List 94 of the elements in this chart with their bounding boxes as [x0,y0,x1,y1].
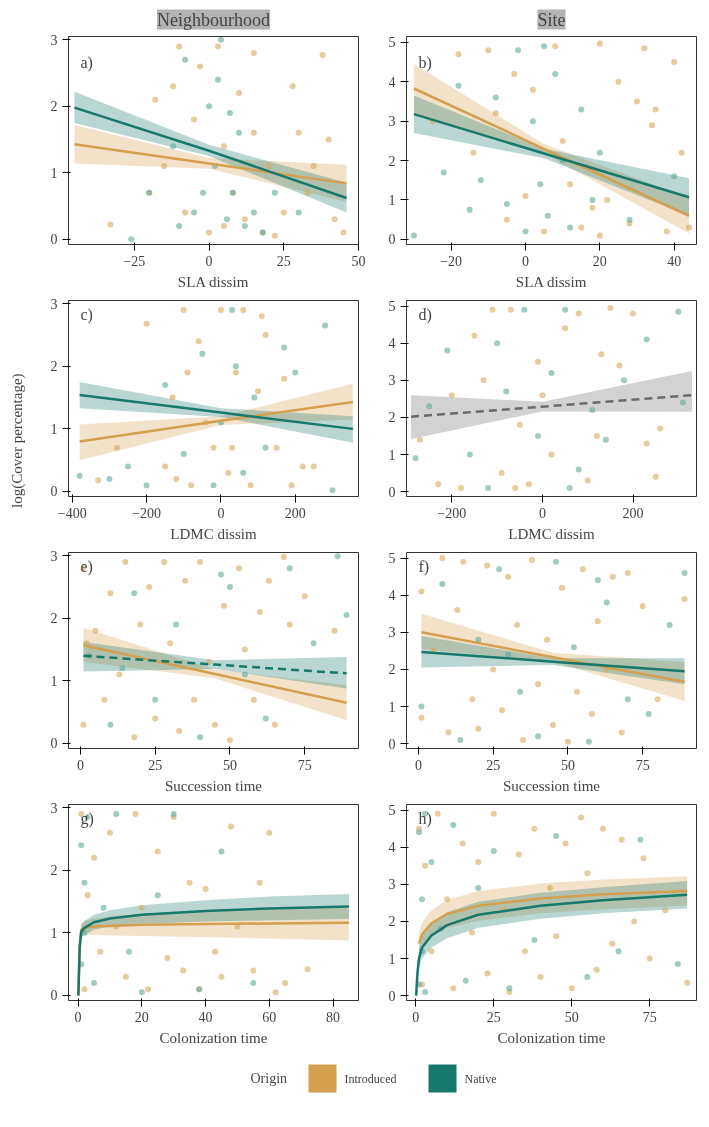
annotation: b) [418,53,432,72]
x-axis-title: LDMC dissim [170,525,257,542]
chart-title: Site [537,9,566,30]
y-tick-label: 0 [50,736,58,752]
y-tick-label: 4 [388,336,396,352]
y-tick-label: 4 [388,588,396,604]
x-tick-label: 50 [351,253,366,269]
x-axis-title: SLA dissim [515,273,587,290]
annotation: h) [418,809,432,828]
y-tick-label: 1 [50,421,58,437]
y-tick-label: 3 [388,625,396,641]
x-tick-label: 75 [635,757,650,773]
y-tick-label: 3 [50,800,58,816]
x-tick-label: 80 [326,1009,341,1025]
x-tick-label: 0 [412,1009,420,1025]
y-tick-label: 0 [388,736,396,752]
x-tick-label: 25 [276,253,291,269]
x-tick-label: 0 [205,253,213,269]
x-tick-label: 50 [222,757,237,773]
y-tick-label: 0 [388,232,396,248]
x-tick-label: −20 [440,253,463,269]
x-tick-label: −400 [57,505,87,521]
y-tick-label: 5 [388,35,396,51]
x-tick-label: 75 [642,1009,657,1025]
annotation: g) [80,809,94,828]
y-tick-label: 3 [388,373,396,389]
y-tick-label: 2 [50,359,58,375]
y-tick-label: 5 [388,803,396,819]
x-tick-label: 0 [521,253,529,269]
y-tick-label: 2 [388,914,396,930]
y-tick-label: 0 [50,484,58,500]
x-tick-label: 25 [486,757,501,773]
x-axis-title: Colonization time [497,1029,606,1046]
x-tick-label: 0 [217,505,225,521]
x-tick-label: 0 [538,505,546,521]
y-tick-label: 2 [388,662,396,678]
y-tick-label: 1 [388,699,396,715]
x-tick-label: −200 [437,505,467,521]
x-tick-label: 50 [560,757,575,773]
x-tick-label: 50 [564,1009,579,1025]
y-tick-label: 1 [388,447,396,463]
annotation: d) [418,305,432,324]
y-tick-label: 2 [50,99,58,115]
y-tick-label: 3 [50,32,58,48]
x-tick-label: 0 [414,757,422,773]
x-axis-title: Colonization time [159,1029,268,1046]
annotation: c) [80,305,93,324]
y-tick-label: 1 [388,951,396,967]
y-tick-label: 3 [388,877,396,893]
legend-title: Origin [250,1071,288,1086]
annotation: a) [80,53,93,72]
x-tick-label: 200 [622,505,644,521]
x-tick-label: 0 [76,757,84,773]
x-axis-title: SLA dissim [177,273,249,290]
x-tick-label: 0 [74,1009,82,1025]
y-tick-label: 1 [50,925,58,941]
legend-label: Native [464,1071,497,1086]
y-tick-label: 0 [50,232,58,248]
y-tick-label: 1 [50,165,58,181]
x-tick-label: 25 [148,757,163,773]
chart-title: Neighbourhood [157,9,270,30]
y-tick-label: 2 [388,410,396,426]
y-tick-label: 1 [388,192,396,208]
y-tick-label: 0 [388,988,396,1004]
y-tick-label: 5 [388,551,396,567]
legend-label: Introduced [344,1071,397,1086]
y-tick-label: 2 [388,153,396,169]
y-tick-label: 3 [50,296,58,312]
y-tick-label: 3 [388,114,396,130]
x-axis-title: LDMC dissim [508,525,595,542]
y-tick-label: 2 [50,611,58,627]
y-tick-label: 4 [388,840,396,856]
annotation: e) [80,557,93,576]
x-tick-label: −25 [123,253,146,269]
x-tick-label: −200 [132,505,162,521]
x-tick-label: 20 [134,1009,149,1025]
x-tick-label: 20 [592,253,607,269]
x-tick-label: 60 [262,1009,277,1025]
y-tick-label: 2 [50,863,58,879]
x-axis-title: Succession time [164,777,263,794]
y-axis-title: log(Cover percentage) [9,373,27,508]
y-tick-label: 1 [50,673,58,689]
x-tick-label: 25 [486,1009,501,1025]
x-tick-label: 40 [198,1009,213,1025]
x-axis-title: Succession time [502,777,601,794]
y-tick-label: 3 [50,548,58,564]
y-tick-label: 4 [388,74,396,90]
y-tick-label: 0 [50,988,58,1004]
annotation: f) [418,557,430,576]
y-tick-label: 5 [388,299,396,315]
x-tick-label: 200 [284,505,306,521]
x-tick-label: 40 [667,253,682,269]
x-tick-label: 75 [297,757,312,773]
y-tick-label: 0 [388,484,396,500]
